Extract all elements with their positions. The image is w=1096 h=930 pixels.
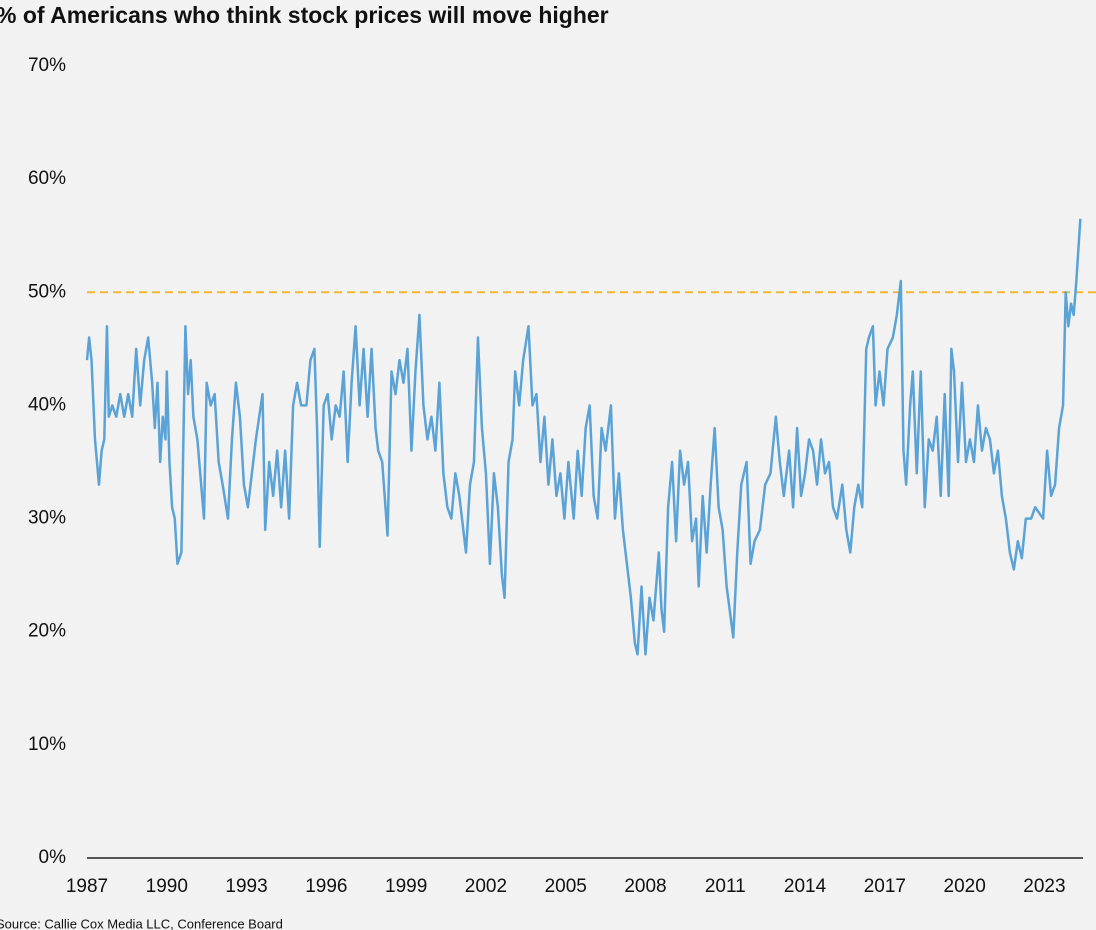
x-tick-label: 1987 bbox=[66, 876, 108, 897]
x-tick-label: 2014 bbox=[784, 876, 827, 897]
source-note: Source: Callie Cox Media LLC, Conference… bbox=[0, 916, 283, 930]
y-tick-label: 10% bbox=[28, 734, 66, 755]
x-tick-label: 2002 bbox=[465, 876, 507, 897]
x-tick-label: 1999 bbox=[385, 876, 427, 897]
chart-title: % of Americans who think stock prices wi… bbox=[0, 2, 609, 28]
x-tick-label: 2005 bbox=[545, 876, 587, 897]
y-tick-label: 50% bbox=[28, 281, 66, 302]
x-tick-label: 1990 bbox=[146, 876, 188, 897]
x-tick-label: 2017 bbox=[864, 876, 906, 897]
y-tick-label: 0% bbox=[39, 847, 67, 868]
x-tick-label: 1996 bbox=[305, 876, 347, 897]
x-tick-label: 2023 bbox=[1023, 876, 1065, 897]
data-line bbox=[85, 218, 1082, 656]
y-tick-label: 30% bbox=[28, 508, 66, 529]
y-tick-label: 40% bbox=[28, 394, 66, 415]
x-tick-label: 2008 bbox=[624, 876, 666, 897]
y-tick-label: 60% bbox=[28, 168, 66, 189]
y-tick-label: 70% bbox=[28, 55, 66, 76]
y-tick-label: 20% bbox=[28, 621, 66, 642]
x-tick-label: 2020 bbox=[944, 876, 986, 897]
x-tick-label: 1993 bbox=[225, 876, 267, 897]
x-tick-label: 2011 bbox=[705, 876, 746, 897]
